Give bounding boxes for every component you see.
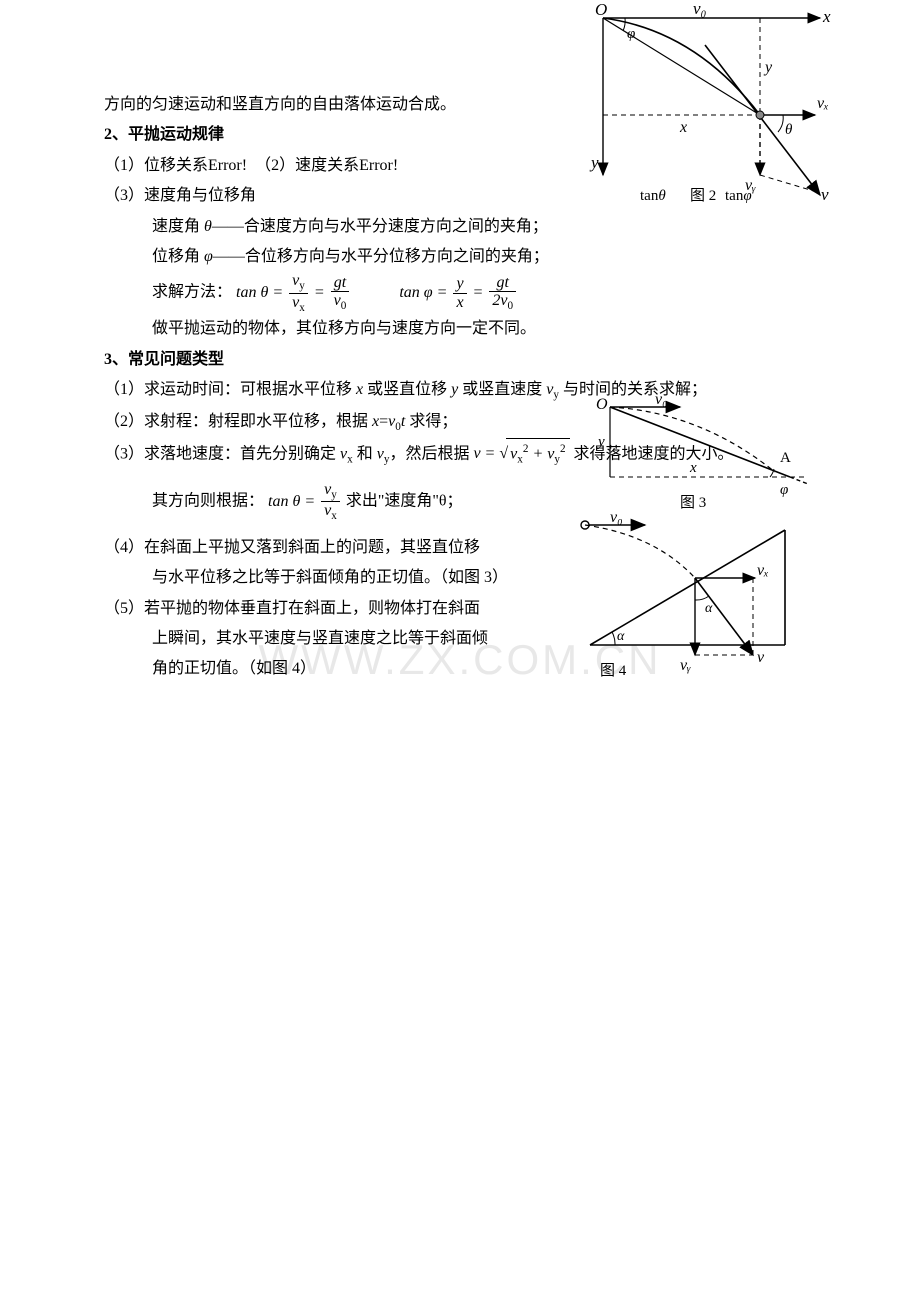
heading-3: 3、常见问题类型 xyxy=(104,345,840,375)
q1: （1）求运动时间：可根据水平位移 x 或竖直位移 y 或竖直速度 vy 与时间的… xyxy=(104,375,840,406)
q3b: 其方向则根据： tan θ = vyvx 求出"速度角"θ； xyxy=(104,481,840,523)
fig2-y: y xyxy=(763,59,773,76)
q5a: （5）若平抛的物体垂直打在斜面上，则物体打在斜面 xyxy=(104,594,840,624)
tan-phi-formula: tan φ = yx = gt2v0 xyxy=(399,284,518,301)
q5c: 角的正切值。（如图 4） xyxy=(104,654,840,684)
rule-3-title: （3）速度角与位移角 xyxy=(104,181,840,211)
q2: （2）求射程：射程即水平位移，根据 x=v0t 求得； xyxy=(104,407,840,438)
tan-theta-formula: tan θ = vyvx = gtv0 xyxy=(236,284,355,301)
fig2-v0: v₀ xyxy=(693,0,707,18)
q4a: （4）在斜面上平抛又落到斜面上的问题，其竖直位移 xyxy=(104,533,840,563)
q5b: 上瞬间，其水平速度与竖直速度之比等于斜面倾 xyxy=(104,624,840,654)
rule-3-conclude: 做平抛运动的物体，其位移方向与速度方向一定不同。 xyxy=(104,314,840,344)
heading-2: 2、平抛运动规律 xyxy=(104,120,840,150)
fig2-O: O xyxy=(595,0,607,19)
q3b-suffix: 求出"速度角"θ； xyxy=(346,493,463,510)
q3: （3）求落地速度：首先分别确定 vx 和 vy，然后根据 v = √vx2 + … xyxy=(104,438,840,471)
rule-3-disp: 位移角 φ——合位移方向与水平分位移方向之间的夹角； xyxy=(104,242,840,272)
rule-1: （1）位移关系Error! （2）速度关系Error! xyxy=(104,151,840,181)
fig2-x-axis: x xyxy=(822,7,831,26)
fig2-phi: φ xyxy=(627,26,635,42)
intro-line: 方向的匀速运动和竖直方向的自由落体运动合成。 xyxy=(104,90,840,120)
method-prefix: 求解方法： xyxy=(152,284,232,301)
rule-3-method: 求解方法： tan θ = vyvx = gtv0 tan φ = yx = g… xyxy=(104,272,840,314)
q4b: 与水平位移之比等于斜面倾角的正切值。（如图 3） xyxy=(104,563,840,593)
q3b-prefix: 其方向则根据： xyxy=(152,493,264,510)
rule-3-speed: 速度角 θ——合速度方向与水平分速度方向之间的夹角； xyxy=(104,212,840,242)
